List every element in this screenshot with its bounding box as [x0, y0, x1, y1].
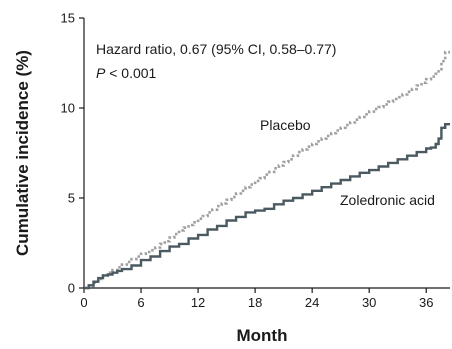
- y-tick-label: 10: [61, 101, 75, 116]
- series-layer: [84, 50, 450, 290]
- x-axis-title: Month: [237, 326, 288, 345]
- x-tick-label: 18: [248, 295, 262, 310]
- y-tick-label: 0: [68, 281, 75, 296]
- x-tick-label: 6: [137, 295, 144, 310]
- series-label-zoledronic-acid: Zoledronic acid: [340, 192, 435, 208]
- series-label-placebo: Placebo: [260, 117, 311, 133]
- y-axis-title: Cumulative incidence (%): [13, 50, 32, 256]
- x-tick-label: 12: [191, 295, 205, 310]
- p-value-annotation: P < 0.001: [96, 65, 157, 81]
- y-tick-label: 15: [61, 11, 75, 26]
- p-value-text: < 0.001: [105, 65, 156, 81]
- p-value-symbol: P: [96, 65, 106, 81]
- series-line-zoledronic-acid: [84, 123, 450, 290]
- x-tick-label: 36: [419, 295, 433, 310]
- y-tick-label: 5: [68, 191, 75, 206]
- x-ticks: 0 6 12 18 24 30 36: [80, 288, 433, 310]
- x-tick-label: 0: [80, 295, 87, 310]
- x-tick-label: 24: [305, 295, 319, 310]
- hazard-ratio-annotation: Hazard ratio, 0.67 (95% CI, 0.58–0.77): [96, 41, 336, 57]
- y-ticks: 0 5 10 15: [61, 11, 84, 296]
- series-line-placebo: [84, 50, 450, 290]
- x-tick-label: 30: [362, 295, 376, 310]
